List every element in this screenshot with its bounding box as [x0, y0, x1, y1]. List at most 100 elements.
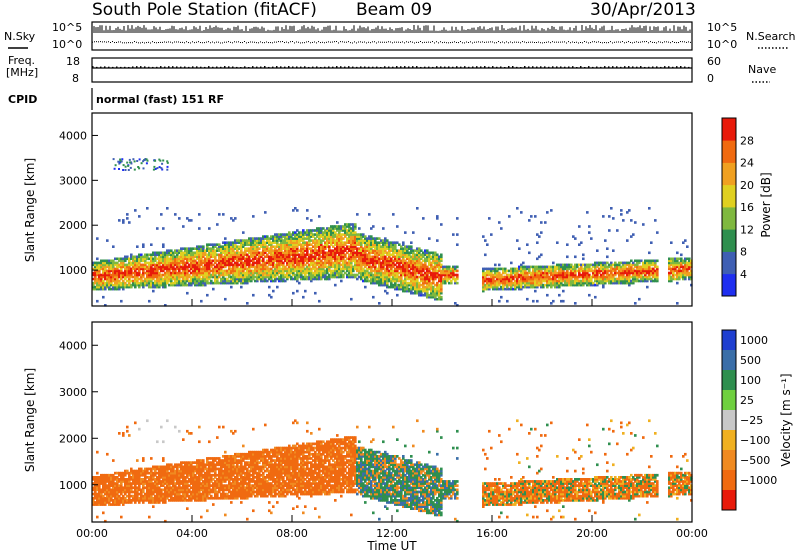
power-cell: [202, 259, 205, 263]
power-cell: [286, 251, 289, 255]
power-cell: [158, 263, 161, 267]
power-cell: [134, 271, 137, 275]
power-cell: [586, 211, 589, 214]
power-cell: [310, 277, 313, 281]
power-cell: [162, 261, 165, 265]
power-cell: [340, 251, 343, 255]
power-cell: [352, 259, 355, 263]
power-cell: [502, 287, 505, 291]
power-cell: [434, 257, 437, 261]
power-cell: [278, 275, 281, 279]
power-cell: [392, 273, 395, 277]
power-cell: [294, 267, 297, 271]
power-cell: [96, 257, 99, 261]
power-cell: [320, 227, 323, 230]
power-cell: [612, 279, 615, 283]
power-cell: [202, 245, 205, 248]
power-cell: [434, 265, 437, 269]
nsearch-dot: [330, 41, 331, 43]
power-cell: [100, 281, 103, 285]
power-cell: [344, 241, 347, 244]
power-cell: [380, 251, 383, 255]
power-cell: [286, 239, 289, 242]
power-cell: [212, 273, 215, 277]
power-cell: [116, 287, 119, 291]
power-cell: [570, 267, 573, 271]
power-cell: [254, 239, 257, 242]
nsearch-dot: [290, 41, 291, 43]
power-cell: [376, 241, 379, 244]
power-cell: [340, 237, 343, 240]
power-cell: [230, 263, 233, 267]
power-cell: [164, 281, 167, 285]
power-cell: [426, 253, 429, 257]
nsearch-dot: [600, 41, 601, 43]
power-cell: [292, 233, 295, 236]
power-cell: [348, 271, 351, 275]
power-cell: [304, 273, 307, 277]
power-cell: [178, 261, 181, 265]
power-cell: [118, 281, 121, 285]
power-cell: [438, 297, 441, 301]
power-cell: [164, 265, 167, 269]
power-cell: [360, 269, 363, 273]
power-cell: [122, 279, 125, 283]
power-cell: [320, 243, 323, 246]
power-cell: [136, 267, 139, 271]
power-cell: [264, 237, 267, 240]
power-cell: [422, 253, 425, 257]
power-cell: [398, 253, 401, 257]
power-cell: [102, 281, 105, 285]
power-cell: [286, 245, 289, 248]
power-cell: [414, 267, 417, 271]
power-cell: [224, 259, 227, 263]
power-cell: [160, 277, 163, 281]
power-cell: [160, 275, 163, 279]
power-cell: [294, 251, 297, 255]
power-cell: [106, 285, 109, 289]
power-cell: [122, 287, 125, 291]
power-cell: [404, 283, 407, 287]
power-cell: [596, 275, 599, 279]
power-cell: [432, 277, 435, 281]
power-cell: [592, 271, 595, 275]
power-cell: [118, 265, 121, 269]
power-cell: [488, 285, 491, 289]
power-cell: [202, 277, 205, 281]
power-cell: [248, 265, 251, 269]
power-cell: [158, 251, 161, 255]
power-cell: [144, 265, 147, 269]
power-cell: [366, 239, 369, 242]
power-cell: [352, 229, 355, 232]
power-cell: [322, 275, 325, 279]
power-cell: [610, 261, 613, 265]
power-cell: [346, 265, 349, 269]
power-cell: [432, 293, 435, 297]
power-cell: [288, 269, 291, 273]
power-cell: [298, 257, 301, 261]
power-cell: [286, 235, 289, 238]
power-cell: [532, 275, 535, 279]
power-cell: [322, 255, 325, 259]
power-cell: [434, 273, 437, 277]
power-cell: [302, 251, 305, 255]
power-cell: [268, 261, 271, 265]
power-cell: [296, 229, 299, 232]
power-cell: [430, 263, 433, 267]
power-cell: [142, 271, 145, 275]
power-cell: [294, 269, 297, 273]
nave-dot: [92, 66, 94, 68]
power-cell: [188, 247, 191, 250]
power-cell: [312, 277, 315, 281]
power-cell: [150, 275, 153, 279]
power-cell: [562, 265, 565, 269]
power-cell: [320, 277, 323, 281]
power-cell: [542, 277, 545, 281]
power-cell: [222, 251, 225, 255]
power-cell: [170, 265, 173, 269]
power-cell: [454, 302, 457, 305]
nave-dot: [360, 66, 362, 68]
power-cell: [158, 283, 161, 287]
power-cell: [328, 273, 331, 277]
power-cell: [334, 257, 337, 261]
